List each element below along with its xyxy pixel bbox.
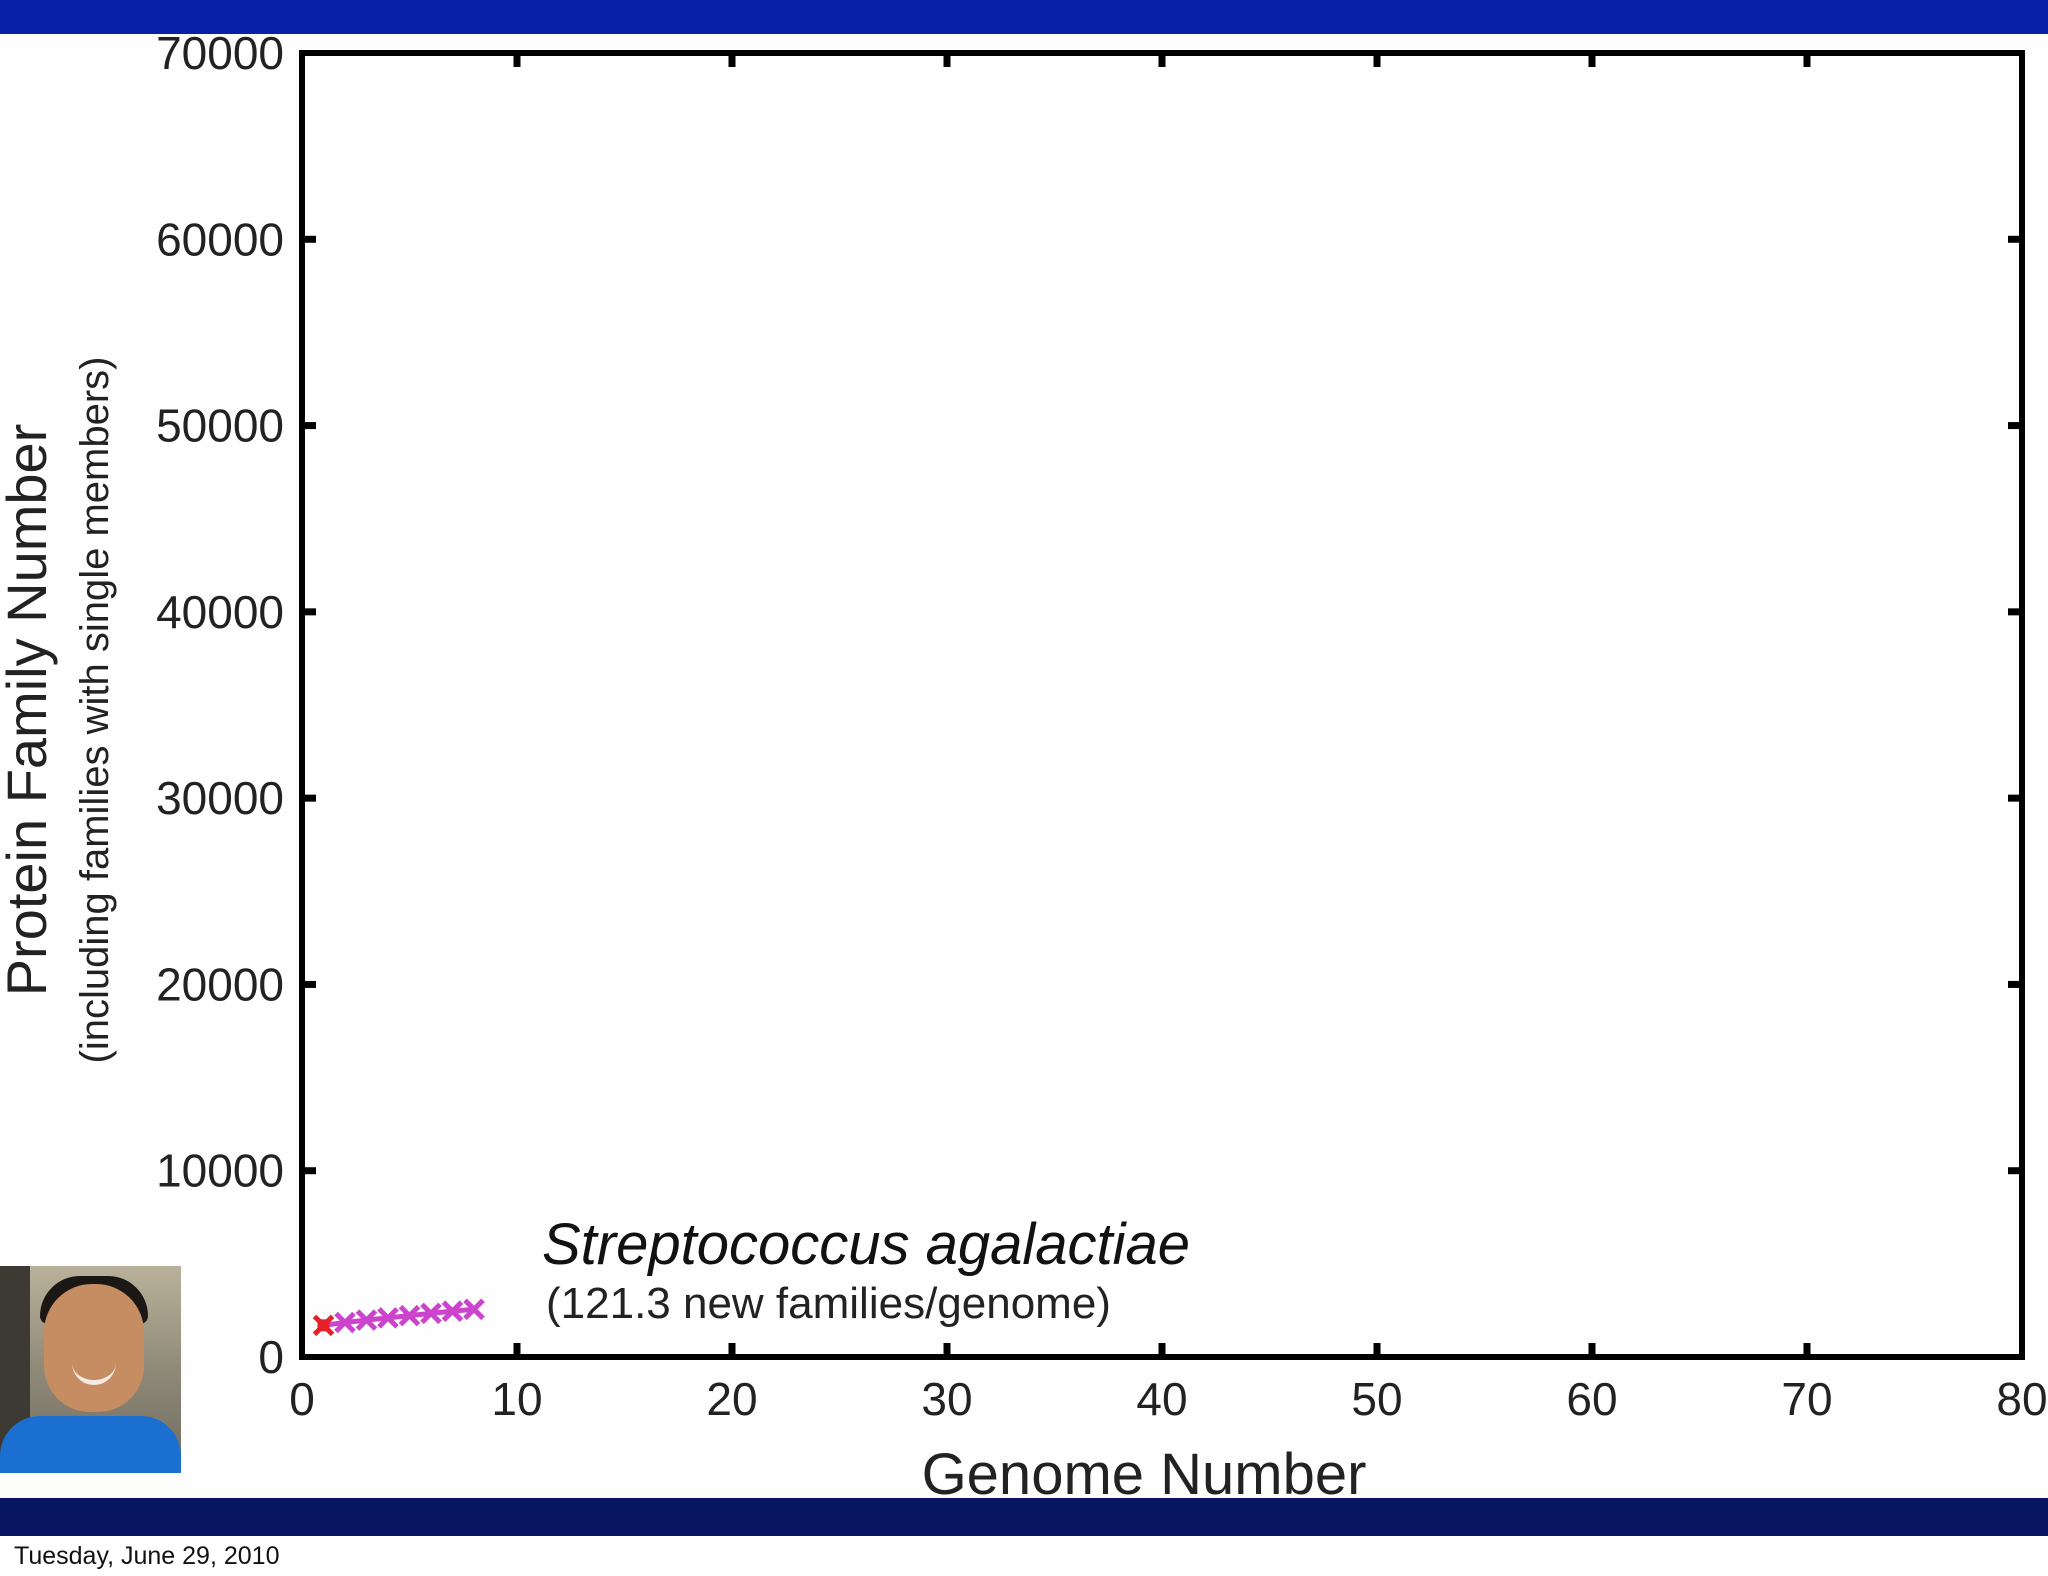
annotation-subtitle: (121.3 new families/genome) <box>546 1279 1111 1328</box>
slide-canvas <box>0 34 2048 1498</box>
x-tick-label: 40 <box>1136 1373 1187 1425</box>
footer-date: Tuesday, June 29, 2010 <box>14 1542 280 1570</box>
data-point <box>441 1300 464 1322</box>
y-tick-label: 40000 <box>156 586 284 638</box>
y-tick-label: 50000 <box>156 400 284 452</box>
x-tick-label: 0 <box>289 1373 315 1425</box>
data-point <box>355 1309 378 1331</box>
slide-top-bar <box>0 0 2048 34</box>
y-tick-label: 70000 <box>156 27 284 79</box>
y-tick-label: 60000 <box>156 213 284 265</box>
data-point-first <box>312 1314 335 1337</box>
data-point <box>420 1302 442 1325</box>
annotation-group: Streptococcus agalactiae (121.3 new fami… <box>542 1212 1190 1328</box>
x-tick-label: 30 <box>921 1373 972 1425</box>
y-axis-subtitle: (including families with single members) <box>73 357 117 1064</box>
data-point <box>463 1298 485 1321</box>
series-group <box>312 1298 485 1337</box>
plot-frame <box>299 50 2025 1360</box>
footer: Tuesday, June 29, 2010 <box>0 1536 2048 1576</box>
slide-bottom-bar <box>0 1498 2048 1536</box>
data-point <box>334 1311 356 1334</box>
x-tick-label: 80 <box>1996 1373 2047 1425</box>
x-tick-label: 10 <box>491 1373 542 1425</box>
x-tick-label: 60 <box>1566 1373 1617 1425</box>
y-axis-title: Protein Family Number <box>0 424 58 997</box>
data-point <box>398 1304 421 1327</box>
axis-ticks <box>302 53 2022 1357</box>
x-tick-label: 20 <box>706 1373 757 1425</box>
axis-tick-labels: 0 10 20 30 40 50 60 70 80 0 10000 20000 30000 40000 50… <box>156 27 2048 1425</box>
presenter-smile <box>72 1362 116 1385</box>
x-tick-label: 50 <box>1351 1373 1402 1425</box>
y-axis-title-group: Protein Family Number (including familie… <box>0 357 117 1064</box>
annotation-title: Streptococcus agalactiae <box>542 1212 1190 1277</box>
y-tick-label: 20000 <box>156 958 284 1010</box>
data-point <box>377 1307 399 1329</box>
y-tick-label: 0 <box>258 1331 284 1383</box>
presenter-shirt <box>0 1416 181 1473</box>
presenter-face <box>44 1284 144 1412</box>
y-tick-label: 30000 <box>156 772 284 824</box>
y-tick-label: 10000 <box>156 1145 284 1197</box>
x-axis-title: Genome Number <box>922 1442 1367 1507</box>
x-tick-label: 70 <box>1781 1373 1832 1425</box>
presenter-video-thumbnail <box>0 1266 181 1473</box>
